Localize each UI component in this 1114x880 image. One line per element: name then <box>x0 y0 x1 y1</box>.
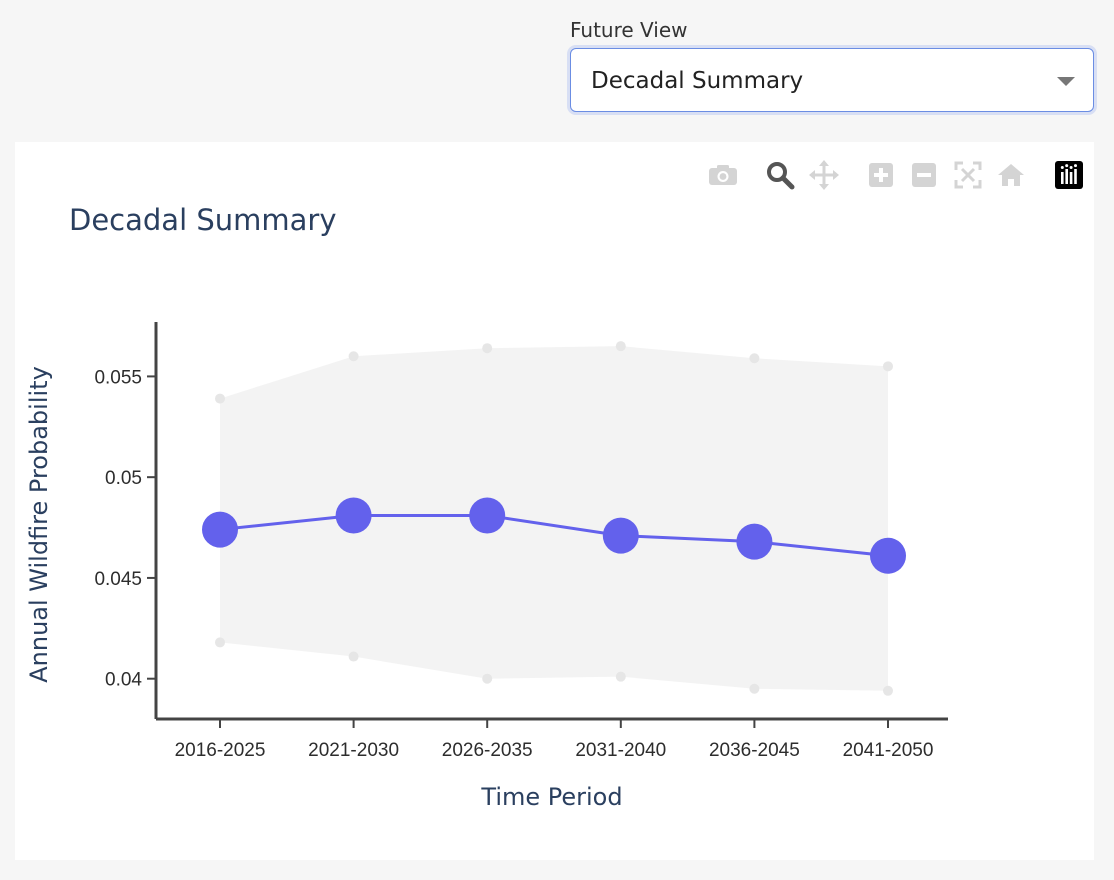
y-axis-title: Annual Wildfire Probability <box>25 366 53 683</box>
lower-bound-marker <box>348 651 359 662</box>
zoom-in-icon[interactable] <box>864 158 898 192</box>
y-tick-label: 0.045 <box>94 569 142 590</box>
data-point[interactable] <box>335 497 372 534</box>
x-axis-ticks: 2016-2025 2021-2030 2026-2035 2031-2040 2036… <box>175 719 934 761</box>
chevron-down-icon <box>1057 77 1075 86</box>
lower-bound-marker <box>215 637 225 648</box>
pan-icon[interactable] <box>807 158 841 192</box>
future-view-selected-value: Decadal Summary <box>591 68 804 94</box>
x-tick-label: 2041-2050 <box>843 740 934 761</box>
autoscale-icon[interactable] <box>951 158 985 192</box>
chart-title: Decadal Summary <box>69 203 337 237</box>
band-bound-markers <box>215 341 893 696</box>
chart-plot: 0.04 0.045 0.05 0.055 2016-2025 2021-2030 202… <box>25 322 948 811</box>
y-tick-label: 0.04 <box>105 670 142 691</box>
data-point[interactable] <box>736 523 773 560</box>
series-line <box>219 513 889 558</box>
data-point[interactable] <box>469 497 506 534</box>
upper-bound-marker <box>348 351 359 362</box>
x-axis-title: Time Period <box>480 783 622 811</box>
upper-bound-marker <box>883 361 893 372</box>
lower-bound-marker <box>749 683 760 694</box>
camera-icon[interactable] <box>706 158 740 192</box>
x-tick-label: 2036-2045 <box>709 740 800 761</box>
zoom-out-icon[interactable] <box>907 158 941 192</box>
zoom-icon[interactable] <box>763 158 797 192</box>
upper-bound-marker <box>749 353 760 364</box>
lower-bound-marker <box>482 673 493 684</box>
x-tick-label: 2031-2040 <box>575 740 666 761</box>
data-point[interactable] <box>202 511 238 548</box>
y-axis-ticks: 0.04 0.045 0.05 0.055 <box>94 367 156 691</box>
upper-bound-marker <box>615 341 626 352</box>
upper-bound-marker <box>482 343 493 354</box>
series-points <box>202 497 906 574</box>
future-view-filter: Future View Decadal Summary <box>570 18 1094 112</box>
data-point[interactable] <box>870 537 906 574</box>
confidence-band <box>220 346 888 691</box>
chart-card: Decadal Summary 0.04 0.045 0.05 0.055 2016-… <box>15 142 1094 860</box>
x-tick-label: 2026-2035 <box>442 740 533 761</box>
chart-modebar <box>15 158 1094 192</box>
lower-bound-marker <box>883 685 893 696</box>
reset-axes-icon[interactable] <box>994 158 1028 192</box>
upper-bound-marker <box>215 393 225 404</box>
future-view-label: Future View <box>570 18 688 42</box>
x-tick-label: 2016-2025 <box>175 740 266 761</box>
x-tick-label: 2021-2030 <box>308 740 399 761</box>
future-view-select[interactable]: Decadal Summary <box>570 48 1094 112</box>
plotly-logo-icon[interactable] <box>1052 158 1086 192</box>
y-tick-label: 0.055 <box>94 367 142 388</box>
y-tick-label: 0.05 <box>105 468 142 489</box>
data-point[interactable] <box>602 517 639 554</box>
lower-bound-marker <box>615 671 626 682</box>
